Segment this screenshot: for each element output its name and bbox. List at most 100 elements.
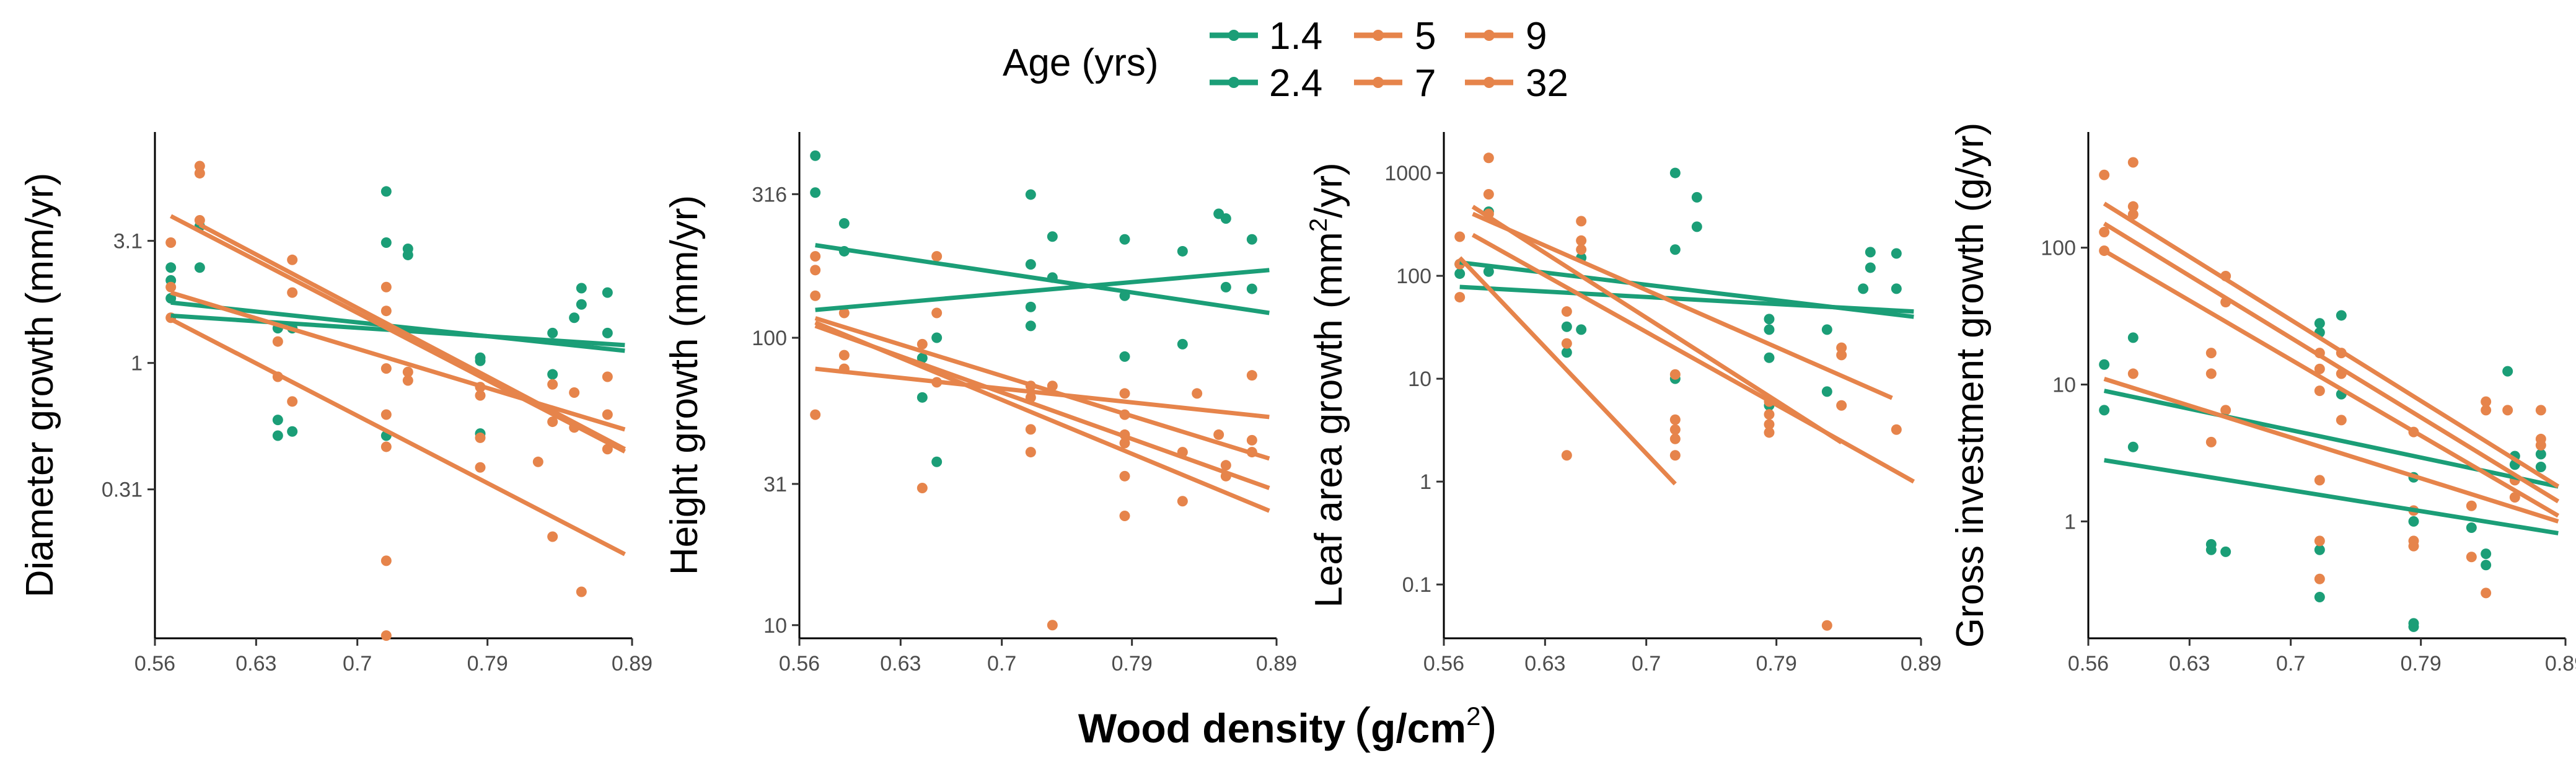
legend-entry-3: 5 — [1354, 15, 1436, 58]
data-point — [810, 251, 821, 262]
data-point — [576, 299, 587, 310]
data-point — [475, 355, 486, 366]
data-point — [2481, 587, 2492, 599]
x-tick-label: 0.79 — [2401, 652, 2442, 675]
data-point — [1119, 351, 1130, 362]
data-point — [1561, 450, 1572, 461]
legend-entry-1: 1.4 — [1210, 15, 1322, 58]
data-point — [1821, 620, 1832, 631]
data-point — [165, 237, 177, 248]
data-point — [838, 350, 850, 361]
data-point — [931, 307, 943, 319]
y-tick-label: 0.31 — [102, 478, 143, 502]
data-point — [2408, 540, 2419, 552]
data-point — [1669, 424, 1681, 435]
data-point — [547, 327, 558, 338]
x-axis-unit-sup: 2 — [1466, 702, 1480, 731]
data-point — [2481, 548, 2492, 560]
data-point — [1764, 352, 1775, 363]
data-point — [1561, 321, 1572, 332]
regression-line — [1458, 256, 1677, 486]
x-tick-label: 0.79 — [1112, 652, 1153, 675]
data-point — [272, 415, 283, 426]
data-point — [1192, 388, 1203, 399]
legend-entry-4: 7 — [1354, 62, 1436, 105]
data-point — [2099, 226, 2110, 237]
legend-entry-2: 2.4 — [1210, 62, 1322, 105]
data-point — [475, 390, 486, 401]
data-point — [2314, 535, 2325, 547]
data-point — [1213, 429, 1224, 440]
regression-line — [2103, 249, 2560, 518]
legend-entry-5: 9 — [1465, 15, 1547, 58]
legend-label: 32 — [1526, 62, 1568, 105]
panel-4: 0.56 0.63 0.7 0.79 0.89 1 10 100 Gross investmen… — [1949, 123, 2576, 675]
data-point — [1669, 450, 1681, 461]
data-point — [810, 150, 821, 161]
y-axis-title-text: Gross investment growth — [1949, 212, 1992, 648]
data-point — [2314, 318, 2325, 329]
legend-marker — [1373, 30, 1384, 41]
data-point — [532, 456, 543, 467]
data-point — [1025, 320, 1036, 332]
data-point — [287, 287, 298, 298]
data-point — [1576, 216, 1587, 227]
x-axis-title: Wood density (g/cm2) — [1078, 698, 1497, 753]
x-tick-label: 0.89 — [612, 652, 653, 675]
data-point — [165, 262, 177, 273]
data-point — [547, 416, 558, 428]
legend-entry-6: 32 — [1465, 62, 1568, 105]
data-point — [931, 332, 943, 343]
y-axis-title: Height growth (mm/yr) — [663, 195, 706, 575]
y-tick-label: 31 — [763, 473, 787, 496]
data-point — [1669, 433, 1681, 444]
y-tick-label: 100 — [1396, 265, 1431, 288]
data-point — [1669, 167, 1681, 178]
data-point — [602, 444, 613, 455]
data-point — [2127, 157, 2139, 168]
data-point — [1220, 460, 1231, 471]
data-point — [1025, 447, 1036, 458]
data-point — [1891, 248, 1902, 259]
y-axis-title: Leaf area growth (mm2/yr) — [1305, 162, 1350, 607]
data-point — [838, 307, 850, 319]
legend-marker — [1373, 77, 1384, 88]
data-point — [1858, 283, 1869, 294]
legend-label: 9 — [1526, 15, 1547, 58]
data-point — [287, 396, 298, 407]
data-point — [1047, 231, 1058, 242]
data-point — [2127, 441, 2139, 452]
regression-line — [1471, 232, 1915, 484]
y-tick-label: 1 — [131, 352, 143, 376]
data-point — [272, 430, 283, 441]
data-point — [2466, 522, 2477, 534]
data-point — [380, 555, 392, 566]
data-point — [2314, 592, 2325, 603]
data-point — [287, 254, 298, 265]
data-point — [1119, 234, 1130, 245]
data-point — [1119, 438, 1130, 449]
data-point — [1119, 388, 1130, 399]
data-point — [287, 426, 298, 437]
data-point — [1669, 369, 1681, 380]
data-point — [547, 379, 558, 390]
data-point — [2502, 366, 2513, 377]
data-point — [2127, 332, 2139, 343]
regression-line — [814, 323, 1270, 490]
data-point — [2314, 385, 2325, 397]
data-point — [380, 409, 392, 420]
data-point — [1821, 386, 1832, 397]
data-point — [931, 251, 943, 262]
data-point — [931, 456, 943, 467]
data-point — [380, 441, 392, 452]
x-tick-label: 0.56 — [779, 652, 820, 675]
legend-marker — [1228, 30, 1239, 41]
data-point — [1891, 424, 1902, 435]
y-tick-label: 100 — [752, 327, 787, 350]
data-point — [272, 336, 283, 347]
data-point — [1483, 152, 1494, 164]
regression-line — [815, 366, 1270, 420]
legend-label: 2.4 — [1269, 62, 1322, 105]
data-point — [194, 161, 205, 172]
